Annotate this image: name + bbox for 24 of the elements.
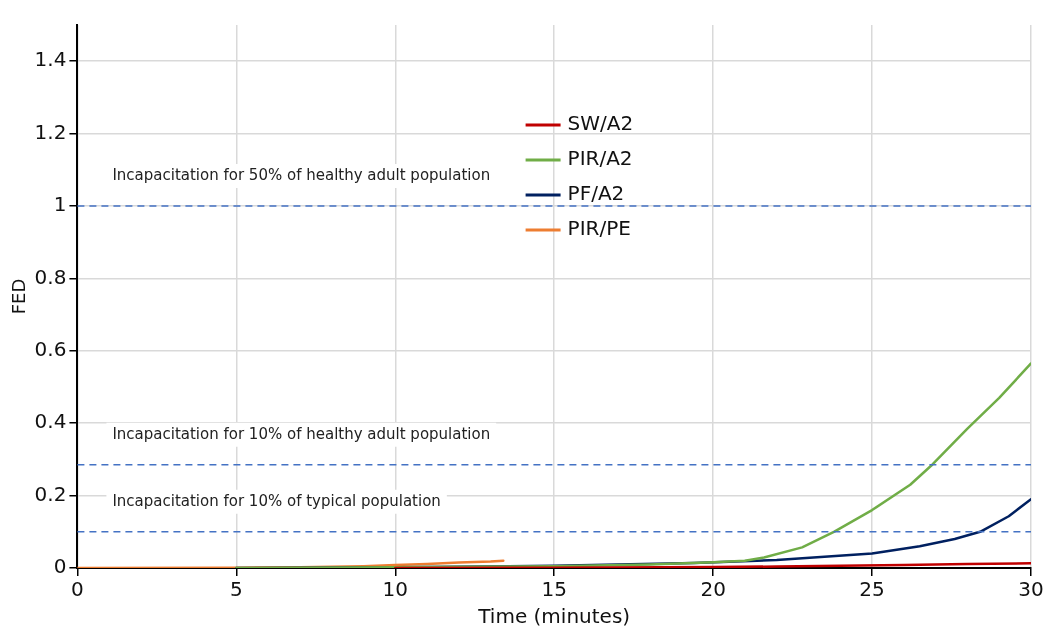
y-tick-label: 1 xyxy=(53,192,67,217)
ref-line-label: Incapacitation for 10% of typical population xyxy=(112,491,441,510)
legend-label: PIR/PE xyxy=(567,216,631,241)
y-tick-label: 0.8 xyxy=(34,264,67,289)
y-axis-title: FED xyxy=(8,278,30,315)
ref-line-label: Incapacitation for 50% of healthy adult population xyxy=(112,165,491,184)
ref-line-label: Incapacitation for 10% of healthy adult population xyxy=(112,424,491,443)
legend-label: PF/A2 xyxy=(567,181,625,206)
x-tick-label: 10 xyxy=(382,577,408,602)
y-tick-label: 1.2 xyxy=(34,119,67,144)
x-tick-label: 5 xyxy=(229,577,243,602)
y-tick-label: 0.6 xyxy=(34,337,67,361)
x-tick-label: 30 xyxy=(1018,577,1044,602)
x-axis-title: Time (minutes) xyxy=(477,604,631,629)
x-tick-label: 20 xyxy=(700,577,726,602)
y-tick-label: 0.4 xyxy=(34,409,67,434)
x-tick-label: 15 xyxy=(541,577,567,602)
legend-label: PIR/A2 xyxy=(567,146,633,171)
y-tick-label: 0 xyxy=(53,554,67,579)
y-tick-label: 0.2 xyxy=(34,481,67,506)
x-tick-label: 25 xyxy=(859,577,885,602)
x-tick-label: 0 xyxy=(71,577,84,602)
y-tick-label: 1.4 xyxy=(34,47,67,72)
legend-label: SW/A2 xyxy=(567,111,634,136)
